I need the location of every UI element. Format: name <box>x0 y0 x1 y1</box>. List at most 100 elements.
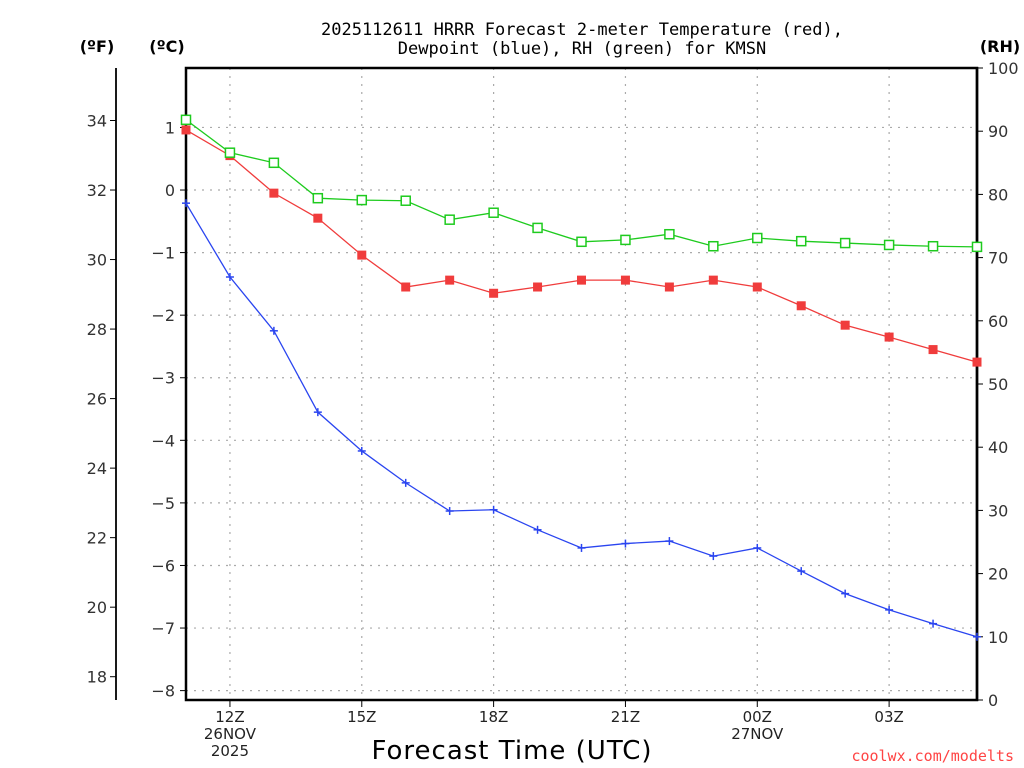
fahrenheit-axis-label: (ºF) <box>80 37 115 56</box>
fahrenheit-tick-label: 26 <box>87 390 107 409</box>
celsius-tick-label: 1 <box>165 118 175 137</box>
celsius-tick-label: −8 <box>151 682 175 701</box>
data-point <box>357 250 367 260</box>
data-point <box>620 234 631 246</box>
rh-tick-label: 70 <box>988 249 1008 268</box>
data-point <box>665 537 674 546</box>
data-point <box>927 240 939 252</box>
celsius-tick-label: −7 <box>151 619 175 638</box>
data-point <box>577 543 586 552</box>
data-point <box>972 357 982 367</box>
series-rh <box>180 114 983 253</box>
data-point <box>181 125 191 135</box>
data-point <box>841 589 850 598</box>
plot-frame <box>184 66 979 702</box>
data-point <box>533 282 543 292</box>
data-point <box>577 275 586 285</box>
data-point <box>884 332 894 342</box>
data-point <box>883 239 895 251</box>
series-2-meter-temperature <box>181 125 982 367</box>
data-point <box>621 539 630 548</box>
celsius-axis-label: (ºC) <box>149 37 184 56</box>
data-series <box>180 114 983 641</box>
fahrenheit-tick-label: 24 <box>87 459 107 478</box>
data-point <box>182 199 190 208</box>
data-point <box>313 408 322 417</box>
data-point <box>752 232 763 244</box>
fahrenheit-tick-label: 34 <box>87 111 107 130</box>
axes: 34323028262422201810−1−2−3−4−5−6−7−81009… <box>87 59 1019 710</box>
x-tick-label: 00Z <box>743 708 772 726</box>
x-tick-label: 26NOV <box>204 725 257 743</box>
celsius-tick-label: −1 <box>151 244 175 263</box>
rh-tick-label: 30 <box>988 501 1008 520</box>
celsius-tick-label: −5 <box>151 494 175 513</box>
x-tick-label: 21Z <box>611 708 640 726</box>
data-point <box>445 275 455 285</box>
fahrenheit-tick-label: 22 <box>87 529 107 548</box>
data-point <box>269 326 278 335</box>
data-point <box>839 237 851 249</box>
chart-title-line-1: 2025112611 HRRR Forecast 2-meter Tempera… <box>321 20 843 40</box>
data-point <box>797 567 806 576</box>
celsius-tick-label: −4 <box>151 431 175 450</box>
series-line <box>185 202 978 638</box>
fahrenheit-tick-label: 20 <box>87 598 107 617</box>
data-point <box>708 240 719 252</box>
fahrenheit-tick-label: 18 <box>87 668 107 687</box>
x-tick-label: 03Z <box>874 708 903 726</box>
chart-title-line-2: Dewpoint (blue), RH (green) for KMSN <box>398 39 766 59</box>
data-point <box>620 275 630 285</box>
data-point <box>973 632 981 641</box>
celsius-tick-label: −6 <box>151 556 175 575</box>
credit-link[interactable]: coolwx.com/modelts <box>851 747 1014 765</box>
x-tick-label: 2025 <box>211 742 249 760</box>
data-point <box>357 446 366 455</box>
data-point <box>709 552 718 561</box>
data-point <box>489 288 499 298</box>
data-point <box>401 282 411 292</box>
rh-tick-label: 80 <box>988 185 1008 204</box>
data-point <box>795 235 807 247</box>
data-point <box>445 507 454 516</box>
celsius-tick-label: −3 <box>151 369 175 388</box>
series-dewpoint <box>182 199 981 641</box>
x-tick-label: 27NOV <box>731 725 784 743</box>
data-point <box>269 188 279 198</box>
rh-tick-label: 90 <box>988 122 1008 141</box>
data-point <box>840 320 850 330</box>
data-point <box>532 222 543 234</box>
data-point <box>928 345 938 355</box>
data-point <box>708 275 718 285</box>
rh-tick-label: 100 <box>988 59 1019 78</box>
x-tick-label: 18Z <box>479 708 508 726</box>
data-point <box>885 605 894 614</box>
data-point <box>312 192 324 204</box>
series-line <box>185 119 978 248</box>
data-point <box>796 301 806 311</box>
data-point <box>489 505 498 514</box>
data-point <box>576 236 587 248</box>
data-point <box>400 195 411 206</box>
rh-tick-label: 20 <box>988 565 1008 584</box>
rh-tick-label: 50 <box>988 375 1008 394</box>
x-axis-title: Forecast Time (UTC) <box>371 736 652 766</box>
x-tick-label: 12Z <box>215 708 244 726</box>
data-point <box>664 228 675 240</box>
data-point <box>180 114 192 126</box>
rh-tick-label: 40 <box>988 438 1008 457</box>
grid-lines <box>186 68 977 700</box>
celsius-tick-label: 0 <box>165 181 175 200</box>
data-point <box>268 157 280 169</box>
fahrenheit-tick-label: 30 <box>87 251 107 270</box>
data-point <box>533 525 542 534</box>
data-point <box>753 543 762 552</box>
data-point <box>313 213 323 223</box>
fahrenheit-tick-label: 28 <box>87 320 107 339</box>
data-point <box>488 207 499 218</box>
fahrenheit-tick-label: 32 <box>87 181 107 200</box>
data-point <box>444 214 455 225</box>
data-point <box>401 478 410 487</box>
